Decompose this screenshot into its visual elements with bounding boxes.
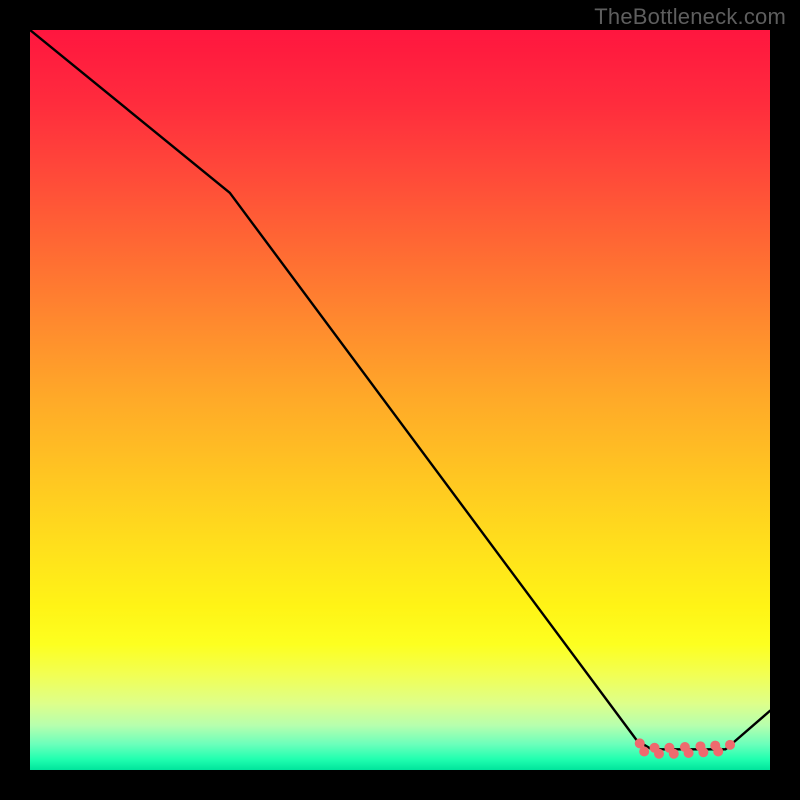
marker-dot: [654, 749, 664, 759]
marker-dot: [698, 747, 708, 757]
marker-dot: [725, 740, 735, 750]
marker-dot: [713, 747, 723, 757]
marker-dot: [639, 747, 649, 757]
chart-svg: [30, 30, 770, 770]
marker-dot: [684, 748, 694, 758]
gradient-background: [30, 30, 770, 770]
plot-area: [30, 30, 770, 770]
marker-dot: [669, 749, 679, 759]
chart-frame: TheBottleneck.com: [0, 0, 800, 800]
watermark-text: TheBottleneck.com: [594, 4, 786, 30]
